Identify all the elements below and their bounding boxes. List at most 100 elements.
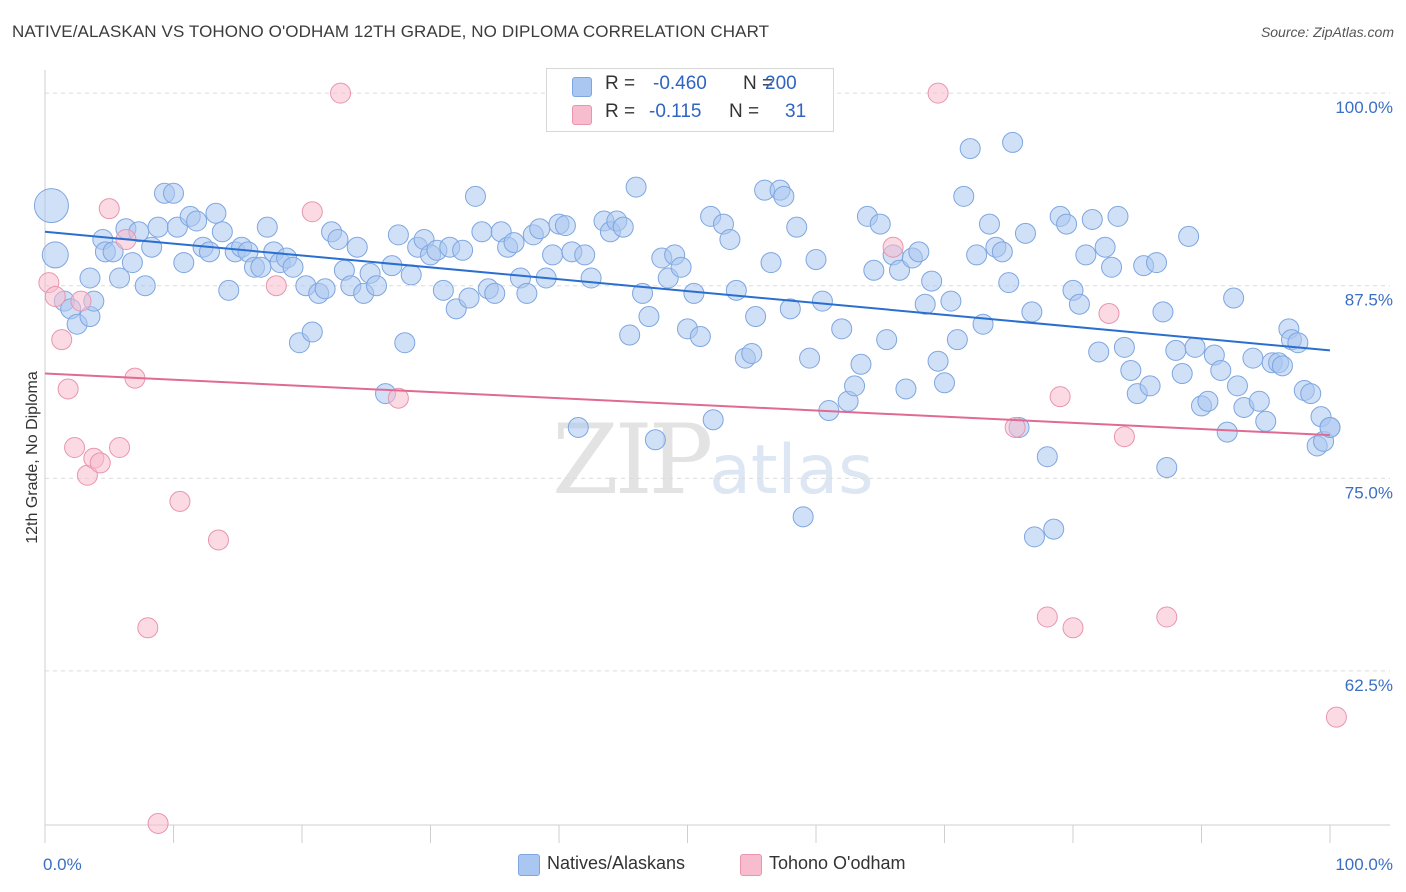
point-natives-118 bbox=[811, 290, 833, 312]
source-credit: Source: ZipAtlas.com bbox=[1260, 24, 1394, 40]
point-natives-147 bbox=[1002, 131, 1024, 153]
point-natives-192 bbox=[1287, 332, 1309, 354]
point-tohono-26 bbox=[1062, 617, 1084, 639]
point-natives-65 bbox=[458, 287, 480, 309]
point-natives-15 bbox=[134, 275, 156, 297]
point-natives-10 bbox=[102, 241, 124, 263]
point-natives-78 bbox=[542, 244, 564, 266]
point-tohono-17 bbox=[265, 275, 287, 297]
point-natives-114 bbox=[786, 216, 808, 238]
point-natives-165 bbox=[1120, 359, 1142, 381]
point-natives-56 bbox=[400, 264, 422, 286]
point-natives-171 bbox=[1156, 457, 1178, 479]
point-natives-72 bbox=[503, 232, 525, 254]
axes bbox=[44, 70, 1390, 843]
legend-row-tohono: R = -0.115 N = 31 bbox=[547, 101, 833, 127]
point-natives-163 bbox=[1107, 205, 1129, 227]
trend-lines bbox=[44, 230, 1331, 437]
point-natives-137 bbox=[940, 290, 962, 312]
point-natives-97 bbox=[670, 256, 692, 278]
point-natives-164 bbox=[1113, 336, 1135, 358]
point-tohono-10 bbox=[109, 437, 131, 458]
point-tohono-27 bbox=[1098, 302, 1120, 324]
point-natives-28 bbox=[218, 279, 240, 301]
point-natives-127 bbox=[876, 329, 898, 351]
point-natives-38 bbox=[282, 256, 304, 278]
legend-swatch-tohono bbox=[572, 105, 592, 125]
point-tohono-20 bbox=[387, 387, 409, 409]
point-natives-108 bbox=[745, 306, 767, 328]
point-natives-129 bbox=[889, 259, 911, 281]
point-natives-61 bbox=[432, 279, 454, 301]
point-natives-0 bbox=[33, 188, 69, 224]
point-natives-152 bbox=[1036, 446, 1058, 468]
point-natives-134 bbox=[921, 270, 943, 292]
data-points bbox=[33, 82, 1347, 834]
point-natives-93 bbox=[644, 429, 666, 451]
point-natives-53 bbox=[381, 255, 403, 277]
legend-r-value: -0.460 bbox=[653, 73, 707, 94]
point-natives-1 bbox=[41, 241, 69, 269]
point-natives-130 bbox=[895, 378, 917, 400]
point-natives-172 bbox=[1165, 339, 1187, 361]
point-natives-136 bbox=[934, 372, 955, 394]
point-natives-122 bbox=[844, 375, 866, 397]
point-natives-19 bbox=[163, 182, 184, 204]
point-tohono-16 bbox=[207, 529, 229, 551]
point-natives-141 bbox=[966, 244, 988, 266]
point-natives-145 bbox=[991, 241, 1013, 263]
point-natives-181 bbox=[1223, 287, 1245, 309]
point-natives-150 bbox=[1021, 301, 1043, 323]
point-natives-105 bbox=[725, 279, 747, 301]
watermark-atlas: atlas bbox=[709, 431, 874, 510]
point-natives-116 bbox=[799, 347, 821, 369]
point-natives-173 bbox=[1171, 363, 1193, 385]
point-natives-161 bbox=[1094, 236, 1116, 258]
point-natives-25 bbox=[198, 241, 220, 263]
point-natives-89 bbox=[619, 324, 641, 346]
point-tohono-14 bbox=[147, 812, 169, 834]
point-natives-34 bbox=[256, 216, 278, 238]
point-natives-64 bbox=[452, 239, 474, 261]
point-natives-158 bbox=[1075, 244, 1097, 266]
legend-r-label: R = bbox=[605, 101, 636, 122]
point-natives-26 bbox=[205, 202, 227, 224]
legend-n-label: N = bbox=[743, 73, 774, 94]
legend-swatch-tohono bbox=[740, 854, 762, 876]
point-natives-117 bbox=[805, 249, 827, 271]
point-natives-120 bbox=[831, 318, 853, 340]
point-natives-133 bbox=[914, 293, 936, 315]
point-natives-51 bbox=[366, 275, 388, 297]
point-tohono-13 bbox=[137, 617, 159, 639]
point-natives-182 bbox=[1226, 375, 1248, 397]
legend-n-value: 200 bbox=[765, 73, 797, 94]
point-natives-157 bbox=[1068, 293, 1090, 315]
point-natives-107 bbox=[741, 343, 763, 365]
point-natives-23 bbox=[186, 210, 208, 232]
point-natives-184 bbox=[1242, 347, 1264, 369]
point-natives-17 bbox=[147, 216, 169, 238]
x-tick-label-0: 0.0% bbox=[43, 855, 82, 874]
point-natives-110 bbox=[760, 252, 782, 274]
legend-n-label: N = bbox=[729, 101, 760, 122]
point-natives-67 bbox=[471, 221, 493, 243]
point-natives-100 bbox=[689, 326, 711, 348]
point-natives-179 bbox=[1210, 359, 1232, 381]
point-natives-149 bbox=[1014, 222, 1036, 244]
point-natives-140 bbox=[959, 138, 981, 160]
point-tohono-30 bbox=[1325, 706, 1347, 728]
point-natives-135 bbox=[927, 350, 949, 372]
point-natives-146 bbox=[998, 272, 1020, 294]
point-natives-80 bbox=[554, 215, 576, 237]
legend-r-label: R = bbox=[605, 73, 636, 94]
point-natives-125 bbox=[863, 259, 885, 281]
point-natives-83 bbox=[574, 244, 596, 266]
point-natives-82 bbox=[567, 416, 589, 438]
point-tohono-18 bbox=[301, 201, 323, 223]
legend-n-value: 31 bbox=[785, 101, 807, 122]
point-natives-43 bbox=[314, 278, 336, 300]
point-natives-151 bbox=[1023, 526, 1045, 548]
point-natives-138 bbox=[946, 329, 968, 351]
point-natives-143 bbox=[978, 213, 1000, 235]
point-natives-132 bbox=[908, 241, 930, 263]
